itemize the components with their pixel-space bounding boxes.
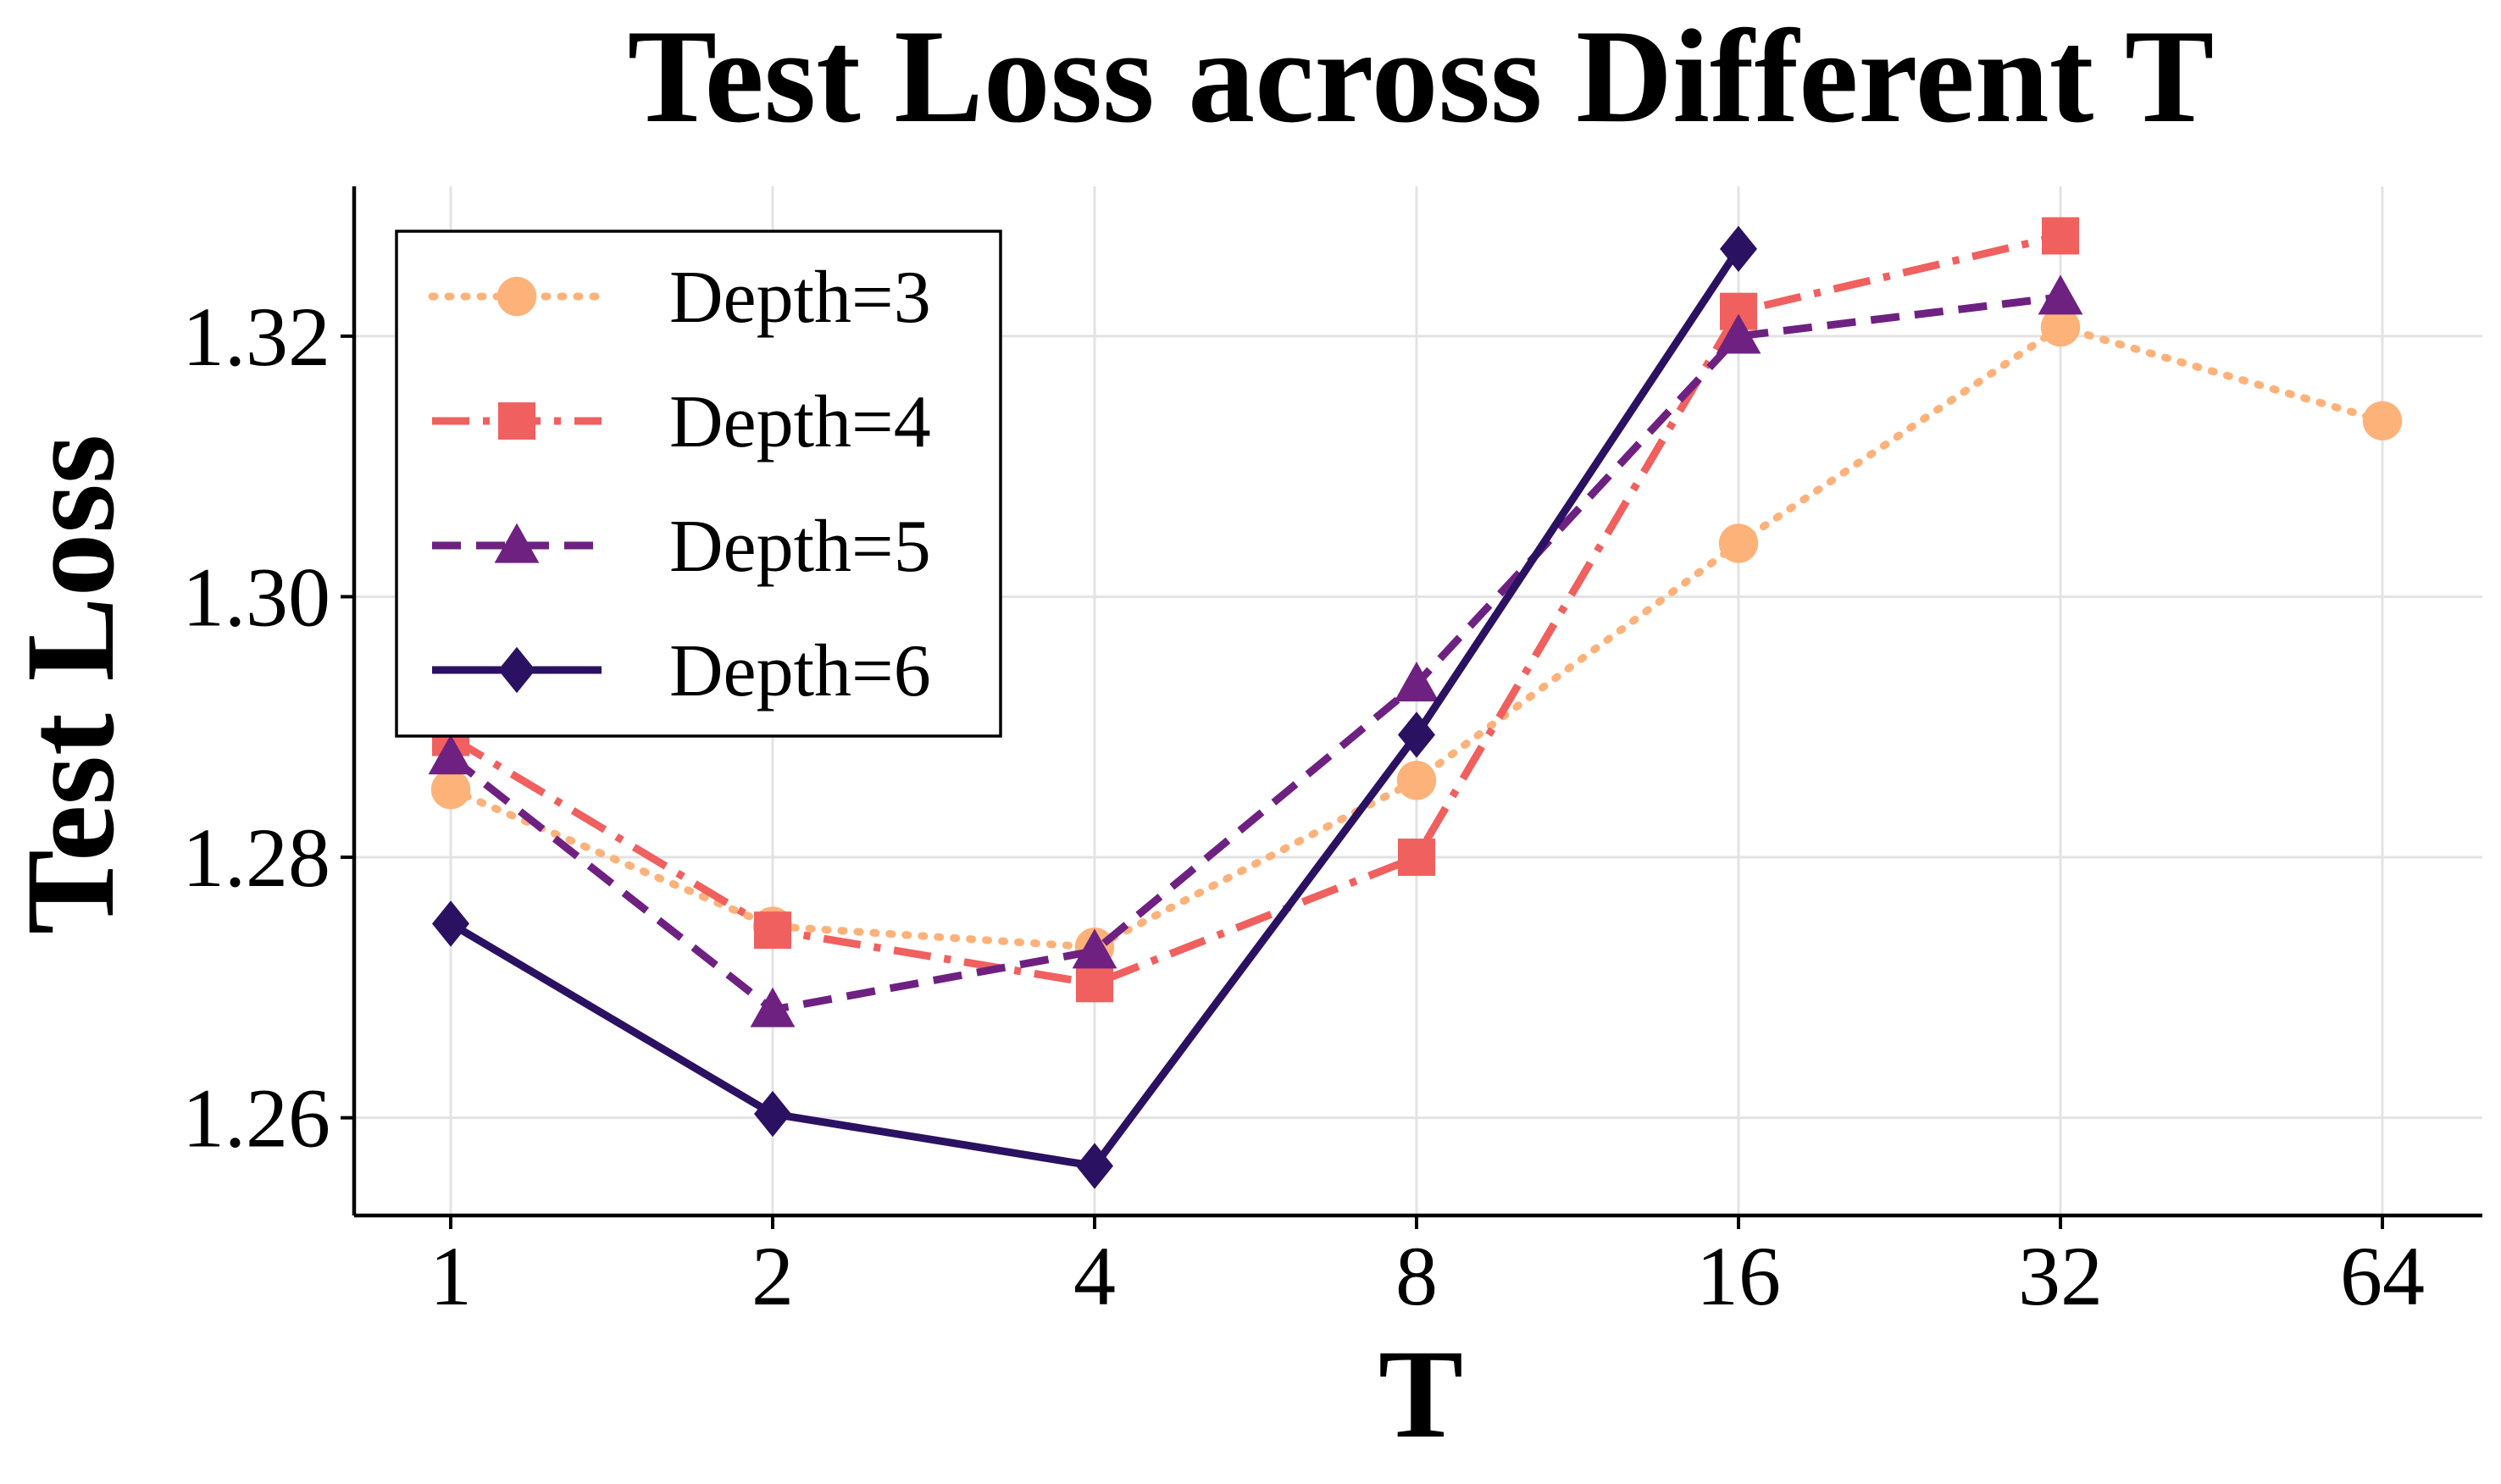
y-tick-label: 1.32 (182, 290, 330, 384)
data-point (1396, 761, 1437, 800)
data-point (754, 911, 791, 950)
legend-label: Depth=4 (669, 381, 931, 463)
x-axis-title: T (1378, 1324, 1463, 1465)
data-point (432, 900, 469, 947)
legend-box (395, 230, 1002, 738)
x-tick-label: 8 (1395, 1229, 1438, 1323)
data-point (1076, 1143, 1113, 1189)
y-tick-label: 1.28 (182, 811, 330, 905)
series-depth-6 (432, 225, 1757, 1189)
y-tick-label: 1.30 (182, 550, 330, 644)
data-point (1720, 225, 1757, 273)
x-tick-label: 64 (2340, 1229, 2425, 1323)
data-point (428, 734, 474, 775)
series-line (448, 293, 2061, 1014)
x-tick-label: 32 (2018, 1229, 2103, 1323)
data-point (1398, 839, 1435, 877)
series-group (428, 217, 2403, 1189)
legend: Depth=3 Depth=4 Depth=5 Depth=6 (395, 230, 1002, 738)
data-point (1072, 928, 1117, 969)
data-point (2362, 401, 2403, 441)
data-point (1076, 965, 1113, 1003)
legend-item: Depth=4 (432, 381, 931, 463)
data-point (1398, 712, 1435, 758)
axis-ticks: 1 2 4 8 16 32 64 1.26 1.28 1.30 1.32 (182, 290, 2425, 1323)
data-point (1718, 523, 1759, 563)
data-point (496, 276, 537, 317)
x-tick-label: 4 (1073, 1229, 1116, 1323)
data-point (750, 987, 796, 1027)
legend-item: Depth=3 (428, 257, 931, 339)
data-point (494, 523, 540, 563)
x-tick-label: 1 (430, 1229, 472, 1323)
x-tick-label: 2 (751, 1229, 794, 1323)
data-point (498, 402, 535, 440)
x-tick-label: 16 (1696, 1229, 1781, 1323)
y-tick-label: 1.26 (182, 1071, 330, 1166)
series-depth-5 (428, 274, 2083, 1027)
data-point (2042, 217, 2079, 255)
data-point (498, 646, 535, 694)
data-point (1716, 313, 1761, 354)
legend-label: Depth=5 (669, 506, 931, 588)
series-line (448, 232, 2062, 988)
legend-label: Depth=3 (669, 257, 931, 339)
chart-title: Test Loss across Different T (628, 3, 2215, 151)
data-point (1394, 662, 1439, 702)
legend-label: Depth=6 (669, 630, 931, 712)
data-point (754, 1090, 791, 1138)
data-point (430, 769, 471, 810)
y-axis-title: Test Loss (0, 435, 141, 934)
data-point (2040, 307, 2081, 347)
legend-item: Depth=5 (432, 506, 931, 588)
data-point (2038, 274, 2083, 315)
legend-item: Depth=6 (432, 630, 931, 712)
